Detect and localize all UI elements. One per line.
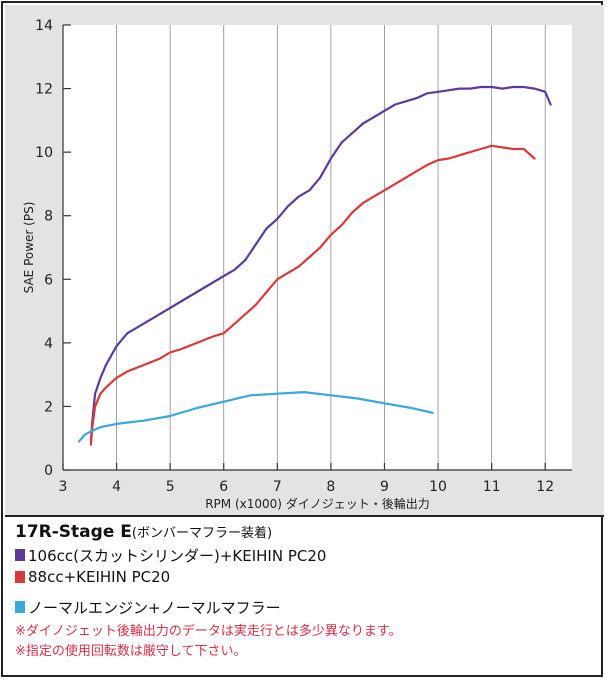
series-line-2 (77, 391, 434, 443)
series-line-1 (89, 144, 536, 446)
y-tick-label-12: 12 (35, 82, 53, 98)
legend-label-88cc: 88cc+KEIHIN PC20 (28, 568, 171, 586)
chart-area: 0 2 4 6 8 10 12 14 3 4 5 6 7 8 9 10 11 12 RPM (x1000) ダイノジ… (5, 5, 604, 517)
note-rpm: ※指定の使用回転数は厳守して下さい。 (15, 644, 247, 659)
y-tick-label-4: 4 (44, 336, 53, 352)
legend-label-106cc: 106cc(スカットシリンダー)+KEIHIN PC20 (28, 546, 327, 565)
x-tick-label-3: 3 (59, 479, 68, 495)
x-tick-label-12: 12 (536, 479, 554, 495)
y-tick-label-2: 2 (44, 399, 53, 415)
x-tick-label-6: 6 (219, 479, 228, 495)
legend-title-sub: (ボンバーマフラー装着) (131, 526, 273, 541)
x-tick-label-7: 7 (273, 479, 282, 495)
legend-item-88cc: 88cc+KEIHIN PC20 (15, 566, 595, 588)
x-axis-label: RPM (x1000) ダイノジェット・後輪出力 (205, 496, 430, 511)
x-tick-label-9: 9 (380, 479, 389, 495)
legend-title-main: 17R-Stage E (15, 522, 132, 542)
legend-item-normal: ノーマルエンジン+ノーマルマフラー (15, 596, 595, 618)
y-tick-label-10: 10 (35, 145, 53, 161)
x-tick-label-10: 10 (429, 479, 447, 495)
power-chart: 0 2 4 6 8 10 12 14 3 4 5 6 7 8 9 10 11 12 RPM (x1000) ダイノジ… (22, 18, 572, 511)
x-tick-label-11: 11 (483, 479, 501, 495)
legend-swatch-106cc (15, 549, 25, 561)
legend: 17R-Stage E(ボンバーマフラー装着) 106cc(スカットシリンダー)… (15, 520, 595, 662)
y-axis-label: SAE Power (PS) (22, 202, 36, 294)
legend-swatch-normal (15, 601, 25, 613)
x-tick-label-8: 8 (326, 479, 335, 495)
y-tick-label-0: 0 (44, 463, 53, 479)
legend-label-normal: ノーマルエンジン+ノーマルマフラー (28, 598, 281, 617)
legend-item-106cc: 106cc(スカットシリンダー)+KEIHIN PC20 (15, 544, 595, 566)
series-line-0 (89, 85, 552, 443)
y-tick-label-14: 14 (35, 18, 53, 34)
legend-title: 17R-Stage E(ボンバーマフラー装着) (15, 520, 595, 544)
y-tick-label-6: 6 (44, 272, 53, 288)
y-tick-label-8: 8 (44, 209, 53, 225)
plot-background (63, 25, 572, 470)
x-tick-label-4: 4 (112, 479, 121, 495)
legend-swatch-88cc (15, 571, 25, 583)
note-dyno: ※ダイノジェット後輪出力のデータは実走行とは多少異なります。 (15, 624, 402, 639)
x-tick-label-5: 5 (166, 479, 175, 495)
